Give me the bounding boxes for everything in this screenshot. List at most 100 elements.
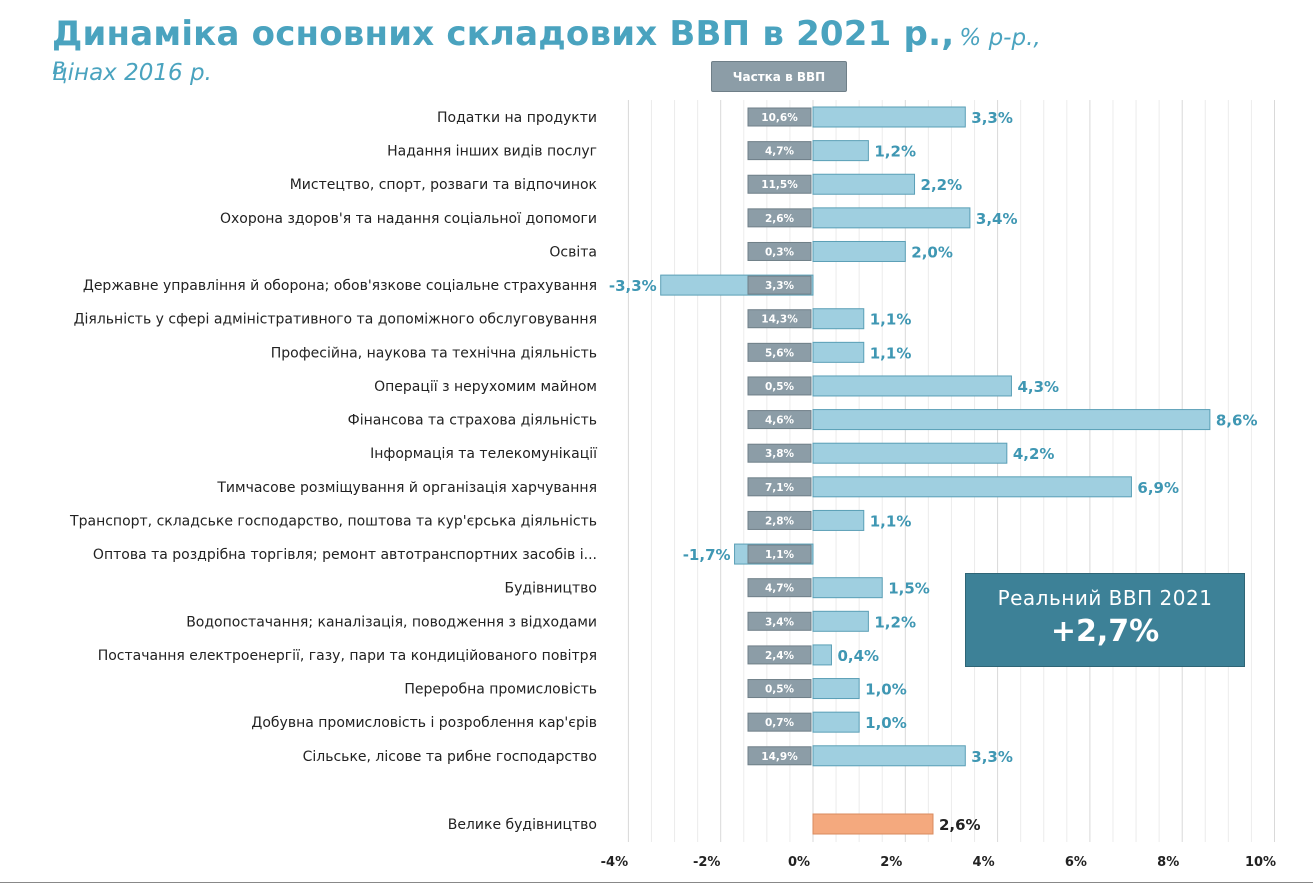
value-label: 1,0% bbox=[865, 681, 907, 699]
share-box bbox=[747, 208, 812, 228]
category-label: Мистецтво, спорт, розваги та відпочинок bbox=[290, 177, 597, 193]
share-label: 0,7% bbox=[765, 717, 795, 729]
category-label: Переробна промисловість bbox=[404, 682, 597, 698]
share-box bbox=[747, 141, 812, 161]
share-label: 0,3% bbox=[765, 246, 795, 258]
category-label: Тимчасове розміщування й організація хар… bbox=[216, 480, 597, 496]
share-label: 7,1% bbox=[765, 482, 795, 494]
share-box bbox=[747, 410, 812, 430]
bar bbox=[812, 308, 865, 330]
category-label: Діяльність у сфері адміністративного та … bbox=[74, 312, 597, 328]
chart-title-main: Динаміка основних складових ВВП в 2021 р… bbox=[52, 14, 955, 54]
category-label: Операції з нерухомим майном bbox=[374, 379, 597, 395]
category-label: Транспорт, складське господарство, пошто… bbox=[69, 513, 597, 529]
category-label: Водопостачання; каналізація, поводження … bbox=[186, 614, 597, 630]
share-box bbox=[747, 544, 812, 564]
category-label: Добувна промисловість і розроблення кар'… bbox=[251, 715, 597, 731]
category-label: Надання інших видів послуг bbox=[387, 144, 597, 160]
share-label: 0,5% bbox=[765, 684, 795, 696]
bar bbox=[812, 711, 860, 733]
category-label: Освіта bbox=[549, 244, 597, 260]
x-tick-label: 8% bbox=[1157, 855, 1179, 870]
value-label: 1,1% bbox=[870, 344, 912, 362]
highlight-category-label: Велике будівництво bbox=[448, 817, 597, 833]
share-box bbox=[747, 679, 812, 699]
category-label: Постачання електроенергії, газу, пари та… bbox=[98, 648, 597, 664]
share-box bbox=[747, 174, 812, 194]
bar bbox=[812, 106, 966, 128]
share-label: 3,3% bbox=[765, 280, 795, 292]
value-label: 3,3% bbox=[971, 748, 1013, 766]
share-box bbox=[747, 107, 812, 127]
category-label: Сільське, лісове та рибне господарство bbox=[303, 749, 597, 765]
category-label: Будівництво bbox=[505, 581, 597, 597]
share-label: 3,8% bbox=[765, 448, 795, 460]
bar bbox=[812, 207, 971, 229]
value-label: 3,3% bbox=[971, 109, 1013, 127]
chart-title: Динаміка основних складових ВВП в 2021 р… bbox=[52, 14, 1052, 80]
category-label: Охорона здоров'я та надання соціальної д… bbox=[220, 211, 597, 227]
share-box bbox=[747, 578, 812, 598]
chart-title-sub: % р-р., в bbox=[52, 25, 1041, 80]
category-label: Державне управління й оборона; обов'язко… bbox=[83, 278, 597, 294]
bar bbox=[812, 678, 860, 700]
bottom-divider bbox=[0, 882, 1313, 883]
value-label: 3,4% bbox=[976, 210, 1018, 228]
share-label: 14,9% bbox=[761, 751, 798, 763]
bar bbox=[812, 375, 1012, 397]
category-label: Податки на продукти bbox=[437, 110, 597, 126]
share-label: 4,7% bbox=[765, 583, 795, 595]
x-tick-label: 2% bbox=[880, 855, 902, 870]
category-label: Фінансова та страхова діяльність bbox=[348, 413, 597, 429]
share-box bbox=[747, 477, 812, 497]
share-label: 4,7% bbox=[765, 146, 795, 158]
bar bbox=[812, 745, 966, 767]
value-label: 1,2% bbox=[874, 613, 916, 631]
value-label: 2,0% bbox=[911, 243, 953, 261]
bar bbox=[812, 577, 883, 599]
share-box bbox=[747, 241, 812, 261]
real-gdp-value: +2,7% bbox=[1050, 614, 1160, 649]
share-box bbox=[747, 510, 812, 530]
bar bbox=[812, 173, 916, 195]
value-label: 2,2% bbox=[921, 176, 963, 194]
bar bbox=[812, 240, 906, 262]
share-box bbox=[747, 342, 812, 362]
x-tick-label: -2% bbox=[693, 855, 720, 870]
real-gdp-label: Реальний ВВП 2021 bbox=[997, 586, 1213, 610]
highlight-value-label: 2,6% bbox=[939, 816, 981, 834]
share-label: 2,4% bbox=[765, 650, 795, 662]
value-label: -1,7% bbox=[683, 546, 731, 564]
bar bbox=[812, 442, 1008, 464]
highlight-bar bbox=[812, 813, 934, 835]
share-box bbox=[747, 275, 812, 295]
chart-title-sub-line2: цінах 2016 р. bbox=[52, 60, 212, 86]
x-tick-label: 10% bbox=[1245, 855, 1276, 870]
bar bbox=[812, 476, 1132, 498]
share-label: 5,6% bbox=[765, 347, 795, 359]
value-label: -3,3% bbox=[609, 277, 657, 295]
category-label: Оптова та роздрібна торгівля; ремонт авт… bbox=[93, 547, 597, 563]
share-box bbox=[747, 376, 812, 396]
bar bbox=[812, 409, 1211, 431]
value-label: 1,5% bbox=[888, 580, 930, 598]
bar bbox=[812, 610, 869, 632]
share-box bbox=[747, 746, 812, 766]
category-label: Професійна, наукова та технічна діяльніс… bbox=[271, 345, 597, 361]
x-tick-label: 0% bbox=[788, 855, 810, 870]
share-label: 2,6% bbox=[765, 213, 795, 225]
x-tick-label: 4% bbox=[973, 855, 995, 870]
value-label: 1,2% bbox=[874, 143, 916, 161]
x-tick-label: 6% bbox=[1065, 855, 1087, 870]
value-label: 6,9% bbox=[1137, 479, 1179, 497]
real-gdp-box: Реальний ВВП 2021 +2,7% bbox=[965, 573, 1245, 667]
share-box bbox=[747, 712, 812, 732]
value-label: 8,6% bbox=[1216, 412, 1258, 430]
share-label: 2,8% bbox=[765, 515, 795, 527]
share-box bbox=[747, 645, 812, 665]
share-label: 0,5% bbox=[765, 381, 795, 393]
x-tick-label: -4% bbox=[601, 855, 628, 870]
share-box bbox=[747, 443, 812, 463]
share-label: 11,5% bbox=[761, 179, 798, 191]
